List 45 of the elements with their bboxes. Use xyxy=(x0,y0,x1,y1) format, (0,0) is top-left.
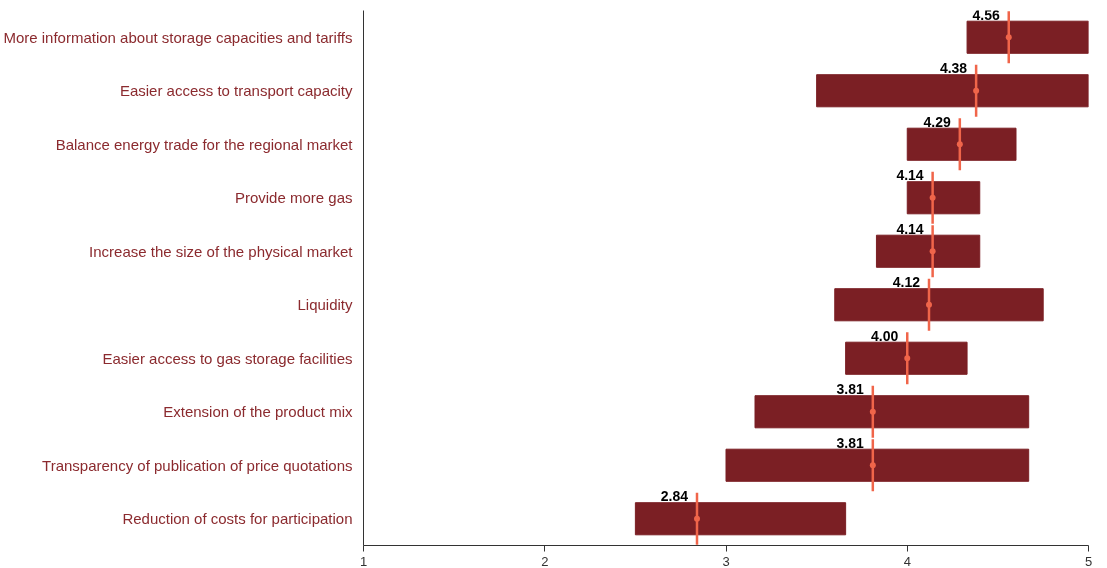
point xyxy=(929,248,936,255)
bar xyxy=(845,341,968,375)
point xyxy=(1005,34,1012,41)
y-tick-label: Easier access to transport capacity xyxy=(119,82,353,100)
bar xyxy=(816,74,1089,108)
data-label: 4.00 xyxy=(871,327,899,344)
y-tick-label: Liquidity xyxy=(297,296,353,314)
x-tick-label: 4 xyxy=(903,553,911,568)
bar xyxy=(906,127,1017,161)
y-tick-label: Increase the size of the physical market xyxy=(89,242,354,260)
data-label: 3.81 xyxy=(836,381,865,398)
data-label: 3.81 xyxy=(836,434,865,451)
bar xyxy=(875,234,981,268)
point xyxy=(956,141,963,148)
x-tick-label: 1 xyxy=(359,553,368,568)
point xyxy=(869,462,876,469)
y-tick-label: Extension of the product mix xyxy=(163,403,353,421)
y-tick-label: Transparency of publication of price quotations xyxy=(42,456,353,474)
point xyxy=(694,515,700,522)
point xyxy=(869,408,876,415)
bar xyxy=(634,502,847,536)
bar xyxy=(966,20,1089,54)
data-label: 2.84 xyxy=(660,488,689,505)
data-label: 4.56 xyxy=(972,6,1000,23)
bar xyxy=(754,395,1030,429)
y-tick-label: Balance energy trade for the regional market xyxy=(55,135,354,153)
x-tick-label: 5 xyxy=(1084,553,1093,568)
x-tick-label: 3 xyxy=(722,553,730,568)
y-tick-label: Reduction of costs for participation xyxy=(122,510,353,528)
data-label: 4.14 xyxy=(896,167,924,184)
x-tick-label: 2 xyxy=(541,553,549,568)
bar xyxy=(906,181,981,215)
data-label: 4.14 xyxy=(896,220,924,237)
data-label: 4.29 xyxy=(923,113,952,130)
bar xyxy=(725,448,1030,482)
point xyxy=(973,87,980,94)
point xyxy=(926,301,932,308)
data-label: 4.38 xyxy=(939,60,968,77)
point xyxy=(904,355,911,362)
bar xyxy=(834,288,1044,322)
point xyxy=(929,194,936,201)
data-label: 4.12 xyxy=(892,274,921,291)
y-tick-label: More information about storage capacities and tariffs xyxy=(3,28,353,46)
y-tick-label: Easier access to gas storage facilities xyxy=(102,349,353,367)
y-tick-label: Provide more gas xyxy=(234,189,353,207)
